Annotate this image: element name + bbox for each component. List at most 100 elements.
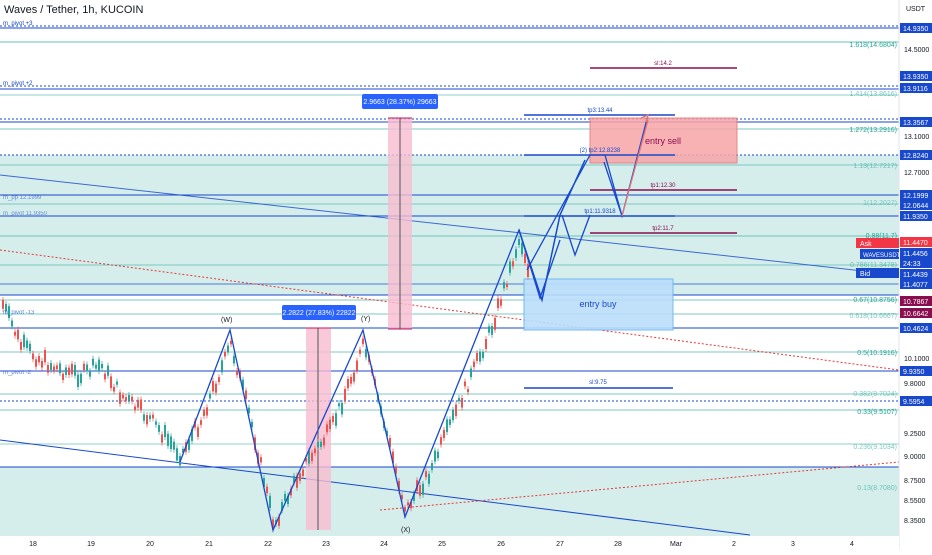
candle-body [68,367,70,376]
candle-body [455,404,457,416]
candle-body [149,415,151,420]
candle-body [419,485,421,496]
candle-body [233,355,235,364]
candle-body [2,300,4,309]
candle-body [407,502,409,506]
price-label-box [900,308,932,318]
candle-body [260,457,262,463]
candle-body [434,450,436,462]
price-label-text: 10.4624 [903,326,928,333]
candle-body [320,441,322,447]
wave-label-x: (X) [401,527,410,534]
candle-body [134,406,136,411]
time-tick: 18 [29,541,37,548]
time-tick: 2 [732,541,736,548]
candle-body [503,282,505,289]
price-label-text: 10.6642 [903,311,928,318]
candle-body [521,242,523,255]
candle-body [458,397,460,402]
time-axis[interactable] [0,536,899,550]
entry-buy-label: entry buy [579,299,617,309]
candle-body [395,466,397,474]
candle-body [443,429,445,439]
svg-text:1.618(14.6804): 1.618(14.6804) [850,42,897,49]
time-tick: 4 [850,541,854,548]
svg-text:1(12.2027): 1(12.2027) [863,200,897,207]
candle-body [8,306,10,318]
svg-text:0.5(10.1916): 0.5(10.1916) [857,350,897,357]
candle-body [143,414,145,421]
red-dotted-trendline[interactable] [0,249,900,371]
candle-body [398,480,400,491]
candle-body [242,379,244,390]
candle-body [269,495,271,509]
time-tick: 28 [614,541,622,548]
candle-body [65,367,67,375]
candle-body [116,381,118,385]
svg-text:1.272(13.2916): 1.272(13.2916) [850,127,897,134]
candle-body [413,493,415,501]
entry-buy-zone[interactable] [523,278,674,331]
measure-label-big [362,94,438,109]
candle-body [92,358,94,366]
candle-body [317,441,319,448]
price-label-box [900,200,932,210]
candle-body [98,359,100,372]
candle-body [404,507,406,512]
svg-text:Ask: Ask [860,241,872,248]
price-label-box [900,296,932,306]
svg-text:m_pivot -13: m_pivot -13 [3,310,35,316]
candle-body [14,331,16,336]
lower-trendline[interactable] [0,439,751,536]
candle-body [89,370,91,377]
price-label-box [900,248,932,258]
candle-body [86,364,88,372]
price-label-text: 14.9350 [903,26,928,33]
price-label-text: 11.4470 [903,240,928,247]
svg-text:12.7000: 12.7000 [904,170,929,177]
candle-body [446,419,448,433]
candle-body [44,349,46,363]
candle-body [203,409,205,416]
candle-body [161,434,163,443]
candle-body [332,416,334,423]
time-tick: 3 [791,541,795,548]
wave-label-y: (Y) [361,316,370,323]
candle-body [110,376,112,389]
candle-body [71,363,73,375]
candle-body [245,390,247,399]
candle-body [356,360,358,371]
candle-body [512,261,514,267]
price-axis-ticks: 14.5000 13.1000 12.7000 10.1000 9.8000 9… [904,47,929,525]
price-label-text: 11.4456 [903,251,928,258]
candle-body [122,394,124,399]
candle-body [23,334,25,348]
candle-body [527,264,529,277]
svg-text:0.382(9.7024): 0.382(9.7024) [853,391,897,398]
candle-body [209,393,211,399]
candle-body [128,394,130,401]
candle-body [293,475,295,483]
candle-body [50,362,52,370]
price-label-box [900,258,932,268]
candle-body [176,448,178,461]
upper-trendline[interactable] [0,174,900,276]
red-dotted-lower-line[interactable] [379,461,900,511]
candle-body [83,363,85,370]
svg-text:8.7500: 8.7500 [904,478,926,485]
measure-label-small [282,305,356,320]
candle-body [491,326,493,335]
candle-body [41,361,43,368]
svg-text:Bid: Bid [860,271,870,278]
price-label-text: 12.0644 [903,203,928,210]
candle-body [437,451,439,459]
candle-body [56,365,58,370]
candle-body [59,363,61,374]
candle-body [266,486,268,494]
candle-body [104,373,106,380]
candle-body [287,495,289,505]
price-label-text: 12.1999 [903,193,928,200]
svg-text:0.236(9.1034): 0.236(9.1034) [853,444,897,451]
